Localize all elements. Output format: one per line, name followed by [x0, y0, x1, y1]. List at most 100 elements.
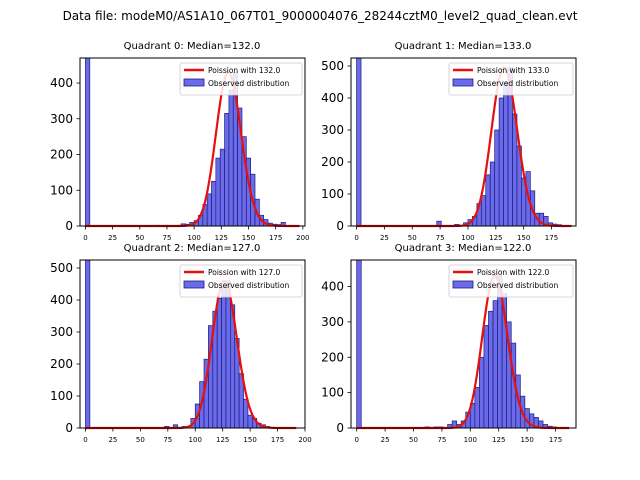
legend-observed-swatch — [183, 280, 205, 289]
histogram-bar — [474, 386, 480, 429]
x-tick-label: 25 — [108, 234, 117, 242]
legend: Poission with 133.0 Observed distributio… — [448, 62, 574, 96]
x-tick-label: 175 — [269, 234, 282, 242]
y-tick-label: 400 — [321, 91, 344, 105]
x-tick-label: 25 — [108, 436, 117, 444]
histogram-bar — [488, 310, 494, 429]
x-tick-label: 150 — [517, 234, 530, 242]
x-tick-label: 25 — [381, 436, 390, 444]
x-tick-label: 0 — [83, 234, 87, 242]
legend-frame — [179, 62, 303, 96]
legend: Poission with 122.0 Observed distributio… — [448, 264, 574, 298]
histogram-bar — [224, 113, 230, 227]
legend-observed-label: Observed distribution — [208, 281, 289, 290]
zero-count-bar — [356, 57, 362, 227]
y-tick-label: 100 — [50, 183, 73, 197]
legend-poisson-label: Poission with 122.0 — [477, 268, 550, 277]
histogram-bar — [498, 97, 504, 227]
subplot-quadrant-2: Quadrant 2: Median=127.0 0 25 50 75 100 125 15… — [50, 243, 312, 444]
legend-observed-swatch — [183, 78, 205, 87]
histogram-bar — [479, 356, 485, 429]
y-tick-label: 0 — [336, 219, 344, 233]
subplot-quadrant-1: Quadrant 1: Median=133.0 0 25 50 75 100 125 15… — [321, 41, 577, 242]
histogram-bar — [221, 286, 227, 429]
x-tick-label: 100 — [461, 234, 474, 242]
zero-count-bar — [85, 57, 91, 227]
x-tick-label: 150 — [242, 234, 255, 242]
x-tick-label: 50 — [408, 234, 417, 242]
y-tick-label: 200 — [50, 357, 73, 371]
y-tick-label: 400 — [50, 76, 73, 90]
histogram-bar — [219, 148, 225, 227]
x-tick-label: 75 — [437, 436, 446, 444]
histogram-bar — [492, 300, 498, 429]
axes-frame — [79, 259, 306, 429]
x-tick-label: 50 — [409, 436, 418, 444]
subplot-quadrant-0: Quadrant 0: Median=132.0 0 25 50 75 100 125 15… — [50, 41, 309, 242]
histogram-bar — [489, 161, 496, 227]
legend-observed-label: Observed distribution — [477, 281, 558, 290]
x-tick-label: 0 — [83, 436, 87, 444]
x-tick-label: 150 — [520, 436, 533, 444]
axes-frame — [79, 57, 306, 227]
y-tick-label: 500 — [50, 261, 73, 275]
x-tick-label: 75 — [163, 436, 172, 444]
y-tick-label: 400 — [321, 280, 344, 294]
x-tick-label: 125 — [215, 234, 228, 242]
x-tick-label: 50 — [136, 436, 145, 444]
y-tick-label: 0 — [65, 219, 73, 233]
legend: Poission with 132.0 Observed distributio… — [179, 62, 303, 96]
histogram-bar — [215, 157, 221, 227]
y-tick-label: 200 — [50, 148, 73, 162]
legend-frame — [448, 62, 574, 96]
x-tick-label: 100 — [189, 436, 202, 444]
y-tick-label: 300 — [50, 112, 73, 126]
legend-observed-swatch — [452, 280, 474, 289]
axes-frame — [350, 57, 577, 227]
x-tick-label: 200 — [296, 234, 309, 242]
histogram-bar — [206, 193, 212, 227]
subplot-title: Quadrant 3: Median=122.0 — [395, 243, 532, 254]
x-tick-label: 25 — [380, 234, 389, 242]
histogram-bar — [485, 174, 491, 227]
x-tick-label: 150 — [243, 436, 256, 444]
x-tick-label: 200 — [298, 436, 311, 444]
x-tick-label: 175 — [549, 436, 562, 444]
legend-poisson-label: Poission with 133.0 — [477, 66, 550, 75]
histogram-bar — [503, 81, 509, 227]
subplot-title: Quadrant 0: Median=132.0 — [124, 41, 261, 52]
y-tick-label: 300 — [321, 315, 344, 329]
legend-observed-swatch — [452, 78, 474, 87]
y-tick-label: 0 — [65, 421, 73, 435]
x-tick-label: 75 — [162, 234, 171, 242]
subplot-title: Quadrant 1: Median=133.0 — [395, 41, 532, 52]
x-tick-label: 50 — [135, 234, 144, 242]
x-tick-label: 100 — [187, 234, 200, 242]
histogram-bar — [228, 89, 234, 227]
histogram-bar — [216, 298, 222, 429]
x-tick-label: 0 — [354, 436, 358, 444]
y-tick-label: 300 — [50, 325, 73, 339]
histogram-bar — [225, 280, 231, 429]
legend-frame — [179, 264, 303, 298]
zero-count-bar — [85, 259, 91, 429]
y-tick-label: 100 — [50, 389, 73, 403]
legend-frame — [448, 264, 574, 298]
y-tick-label: 100 — [321, 386, 344, 400]
x-tick-label: 125 — [489, 234, 502, 242]
subplot-quadrant-3: Quadrant 3: Median=122.0 0 25 50 75 100 125 15… — [321, 243, 577, 444]
legend-poisson-label: Poission with 132.0 — [208, 66, 281, 75]
poisson-curve — [356, 274, 570, 430]
legend: Poission with 127.0 Observed distributio… — [179, 264, 303, 298]
histogram-bar — [243, 398, 249, 429]
figure-suptitle: Data file: modeM0/AS1A10_067T01_90000040… — [63, 9, 578, 23]
histogram-bar — [483, 325, 489, 429]
axes-frame — [350, 259, 577, 429]
poisson-curve — [85, 279, 297, 430]
x-tick-label: 75 — [436, 234, 445, 242]
histogram-bar — [211, 180, 217, 227]
y-tick-label: 0 — [336, 421, 344, 435]
y-tick-label: 300 — [321, 123, 344, 137]
y-tick-label: 500 — [321, 59, 344, 73]
